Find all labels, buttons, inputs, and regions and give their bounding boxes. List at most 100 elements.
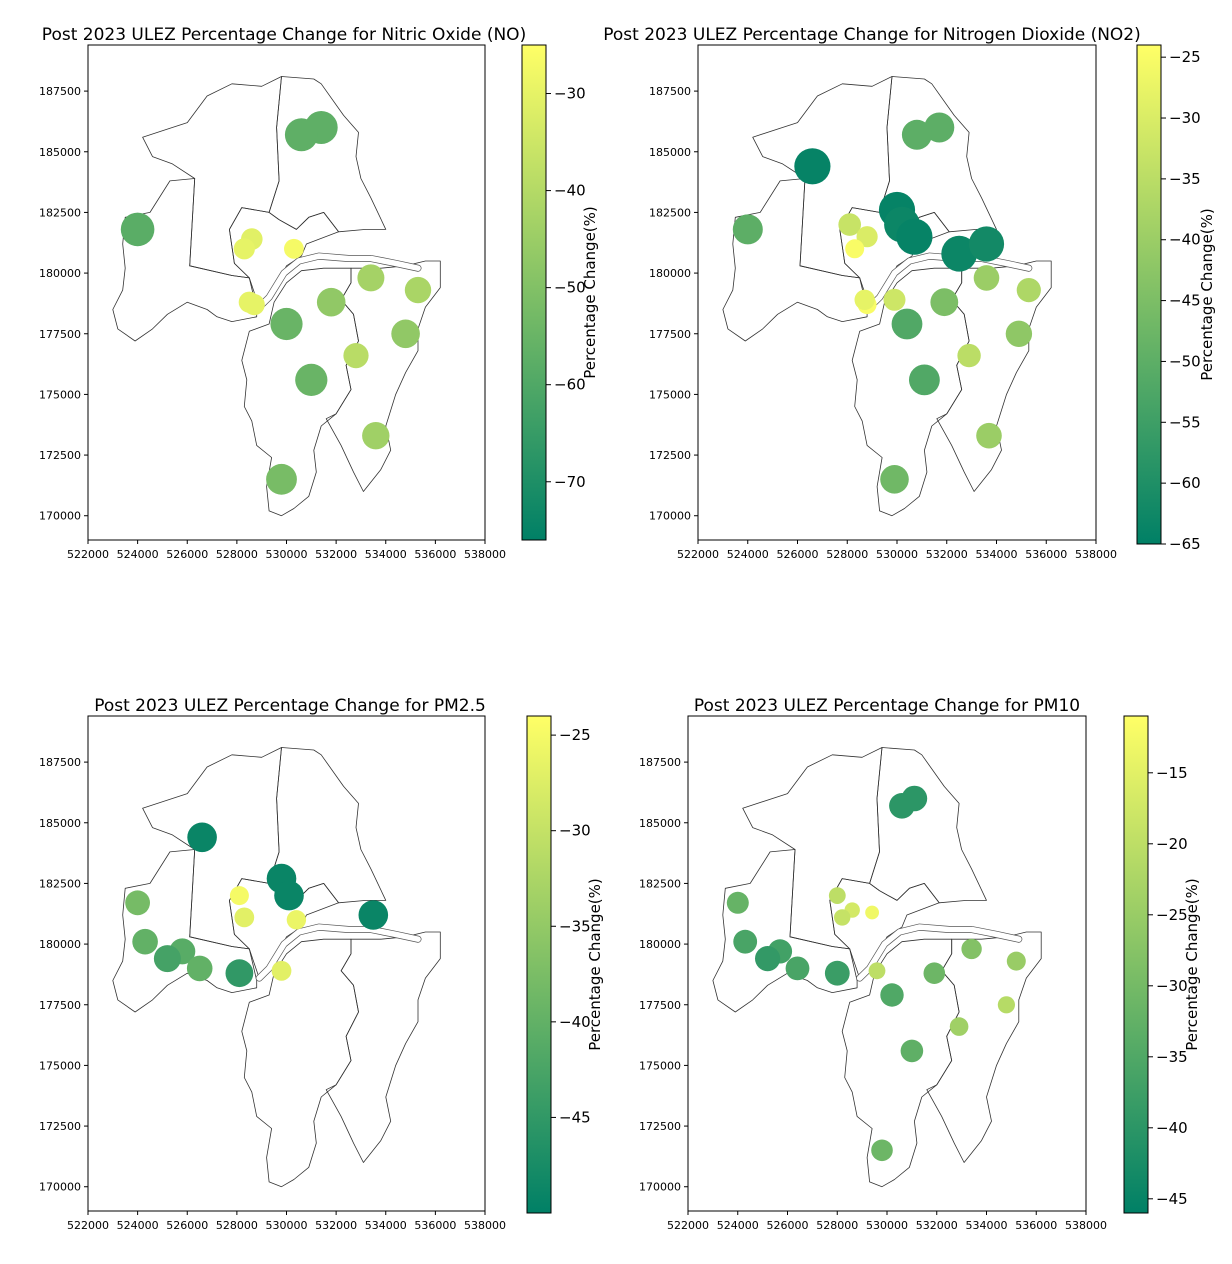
y-tick-label: 180000: [39, 938, 81, 951]
data-point-14: [343, 343, 369, 369]
data-point-2: [125, 890, 150, 916]
y-tick-label: 182500: [639, 877, 681, 890]
y-tick-label: 172500: [639, 1120, 681, 1133]
data-point-17: [266, 463, 297, 495]
data-point-8: [838, 213, 861, 236]
y-tick-label: 187500: [39, 85, 81, 98]
y-tick-label: 170000: [649, 510, 691, 523]
data-point-15: [1006, 951, 1026, 971]
data-point-12: [270, 307, 303, 341]
data-point-14: [1016, 278, 1041, 303]
x-tick-label: 530000: [866, 1219, 908, 1232]
data-point-23: [976, 422, 1002, 449]
y-tick-label: 182500: [39, 206, 81, 219]
colorbar-label: Percentage Change(%): [586, 878, 604, 1051]
data-point-2: [901, 119, 932, 150]
x-tick-label: 534000: [966, 1219, 1008, 1232]
data-point-12: [968, 226, 1005, 262]
colorbar-tick-label: −25: [1156, 906, 1188, 924]
y-tick-label: 185000: [39, 146, 81, 159]
y-tick-label: 175000: [649, 388, 691, 401]
x-tick-label: 530000: [266, 1219, 308, 1232]
data-point-13: [391, 319, 420, 349]
data-point-3: [726, 891, 749, 914]
data-point-19: [949, 1017, 969, 1036]
data-point-16: [854, 289, 875, 310]
river-fill: [866, 253, 1032, 310]
data-point-10: [755, 946, 781, 972]
x-tick-label: 530000: [266, 548, 308, 561]
borough-boundary-1: [142, 76, 282, 279]
colorbar-tick-label: −60: [554, 376, 586, 394]
y-tick-label: 180000: [39, 267, 81, 280]
chart-title: Post 2023 ULEZ Percentage Change for PM1…: [694, 696, 1080, 716]
colorbar-tick-label: −30: [1156, 977, 1188, 995]
y-tick-label: 175000: [39, 1059, 81, 1072]
axes-frame: [687, 715, 1087, 1212]
x-tick-label: 528000: [826, 548, 868, 561]
x-tick-label: 536000: [1015, 1219, 1057, 1232]
data-point-7: [286, 910, 307, 930]
colorbar-tick-label: −25: [559, 726, 591, 744]
data-point-18: [930, 288, 959, 317]
colorbar-tick-label: −55: [1169, 413, 1201, 431]
data-point-11: [316, 287, 346, 317]
x-tick-label: 532000: [315, 1219, 357, 1232]
data-point-10: [404, 276, 432, 304]
colorbar-tick-label: −40: [559, 1013, 591, 1031]
data-point-2: [284, 118, 318, 152]
points-layer: [120, 111, 432, 495]
colorbar-tick-label: −20: [1156, 835, 1188, 853]
y-tick-label: 170000: [39, 1181, 81, 1194]
data-point-10: [845, 239, 865, 259]
y-tick-label: 172500: [39, 449, 81, 462]
chart-panel-4: Post 2023 ULEZ Percentage Change for PM1…: [639, 696, 1201, 1232]
x-tick-label: 534000: [365, 548, 407, 561]
y-tick-label: 177500: [39, 328, 81, 341]
y-tick-label: 175000: [639, 1059, 681, 1072]
x-tick-label: 528000: [216, 1219, 258, 1232]
data-point-8: [358, 900, 389, 930]
data-point-3: [120, 212, 155, 247]
map-outline: [112, 747, 441, 1188]
colorbar-tick-label: −35: [559, 917, 591, 935]
x-tick-label: 522000: [667, 1219, 709, 1232]
x-tick-label: 528000: [216, 548, 258, 561]
river-fill: [256, 924, 421, 981]
data-point-15: [295, 363, 328, 396]
chart-panel-1: Post 2023 ULEZ Percentage Change for Nit…: [39, 25, 599, 561]
colorbar-tick-label: −30: [1169, 109, 1201, 127]
data-point-14: [961, 938, 982, 960]
y-tick-label: 182500: [39, 877, 81, 890]
data-point-11: [785, 956, 810, 981]
colorbar: [1123, 715, 1149, 1214]
x-tick-label: 536000: [414, 1219, 456, 1232]
data-point-4: [274, 880, 304, 911]
x-tick-label: 522000: [67, 548, 109, 561]
y-tick-label: 185000: [649, 146, 691, 159]
data-point-19: [891, 308, 923, 340]
data-point-2: [889, 793, 915, 819]
x-tick-label: 538000: [1065, 1219, 1107, 1232]
x-tick-label: 526000: [777, 548, 819, 561]
colorbar-tick-label: −50: [554, 279, 586, 297]
x-tick-label: 526000: [166, 1219, 208, 1232]
data-point-13: [868, 962, 886, 980]
x-tick-label: 526000: [166, 548, 208, 561]
colorbar-tick-label: −65: [1169, 535, 1201, 553]
data-point-5: [229, 886, 249, 906]
borough-boundary-3: [712, 849, 858, 1013]
map-outline: [722, 76, 1052, 517]
borough-boundary-3: [112, 178, 258, 342]
colorbar-tick-label: −40: [1169, 231, 1201, 249]
colorbar-label: Percentage Change(%): [1198, 208, 1216, 381]
data-point-9: [856, 226, 878, 248]
colorbar-tick-label: −30: [559, 822, 591, 840]
data-point-21: [871, 1139, 893, 1162]
data-point-9: [357, 264, 385, 292]
data-point-8: [733, 929, 758, 954]
chart-panel-2: Post 2023 ULEZ Percentage Change for Nit…: [603, 25, 1216, 561]
x-tick-label: 526000: [767, 1219, 809, 1232]
colorbar-label: Percentage Change(%): [1183, 878, 1201, 1051]
chart-title: Post 2023 ULEZ Percentage Change for Nit…: [603, 25, 1141, 45]
